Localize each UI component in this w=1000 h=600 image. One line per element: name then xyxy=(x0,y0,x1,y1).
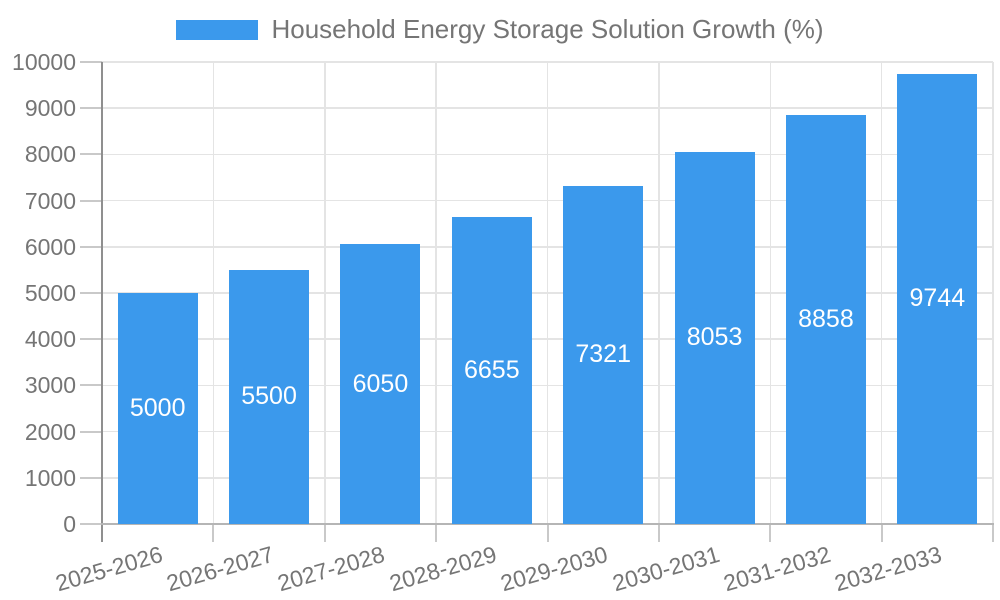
legend-item[interactable]: Household Energy Storage Solution Growth… xyxy=(0,14,1000,45)
x-tick xyxy=(657,524,660,542)
legend-swatch xyxy=(176,19,259,40)
y-tick-label: 1000 xyxy=(24,464,76,491)
y-tick xyxy=(80,430,102,433)
bar-value-label: 6655 xyxy=(464,355,520,384)
x-axis-line xyxy=(101,523,994,525)
y-tick xyxy=(80,338,102,341)
y-tick-label: 3000 xyxy=(24,372,76,399)
v-gridline xyxy=(658,62,660,524)
y-tick xyxy=(80,107,102,110)
bar: 6655 xyxy=(451,216,532,524)
bar-value-label: 9744 xyxy=(909,284,966,313)
y-tick-label: 5000 xyxy=(24,280,76,306)
x-tick xyxy=(212,524,215,542)
v-gridline xyxy=(324,62,326,524)
x-tick xyxy=(880,524,883,542)
y-tick-label: 9000 xyxy=(24,95,76,122)
y-tick xyxy=(80,523,102,525)
bar: 5500 xyxy=(229,269,310,524)
y-tick xyxy=(80,199,102,202)
v-gridline xyxy=(435,62,437,524)
chart-title: Household Energy Storage Solution Growth… xyxy=(271,14,824,44)
bar: 8858 xyxy=(785,114,866,524)
bar: 8053 xyxy=(674,151,755,524)
bar-value-label: 5500 xyxy=(241,382,297,411)
bar-value-label: 6050 xyxy=(352,369,409,398)
y-tick-label: 10000 xyxy=(12,49,76,75)
bar-value-label: 8858 xyxy=(798,304,854,333)
y-tick xyxy=(80,153,102,156)
x-tick xyxy=(992,524,994,542)
bar: 9744 xyxy=(897,73,978,524)
y-tick xyxy=(80,476,102,479)
bar: 7321 xyxy=(563,185,644,524)
y-tick-label: 8000 xyxy=(24,141,76,168)
bar: 5000 xyxy=(117,293,198,524)
y-tick-label: 6000 xyxy=(24,233,76,260)
x-tick xyxy=(769,524,772,542)
y-tick-label: 0 xyxy=(63,511,76,537)
y-tick xyxy=(80,61,102,63)
v-gridline xyxy=(880,62,883,524)
v-gridline xyxy=(769,62,771,524)
x-tick xyxy=(323,524,326,542)
y-tick-label: 7000 xyxy=(24,187,76,214)
v-gridline xyxy=(546,62,549,524)
x-tick xyxy=(435,524,438,542)
v-gridline xyxy=(992,62,994,524)
y-tick xyxy=(80,245,102,248)
y-axis-line xyxy=(101,62,103,542)
y-tick xyxy=(80,292,102,294)
y-tick-label: 4000 xyxy=(24,326,76,353)
bar-value-label: 5000 xyxy=(129,394,186,422)
v-gridline xyxy=(212,62,215,524)
y-tick-label: 2000 xyxy=(24,418,76,445)
bar: 6050 xyxy=(340,244,421,524)
y-tick xyxy=(80,384,102,387)
bar-value-label: 8053 xyxy=(686,323,743,352)
bar-value-label: 7321 xyxy=(575,340,631,369)
x-tick xyxy=(546,524,549,542)
